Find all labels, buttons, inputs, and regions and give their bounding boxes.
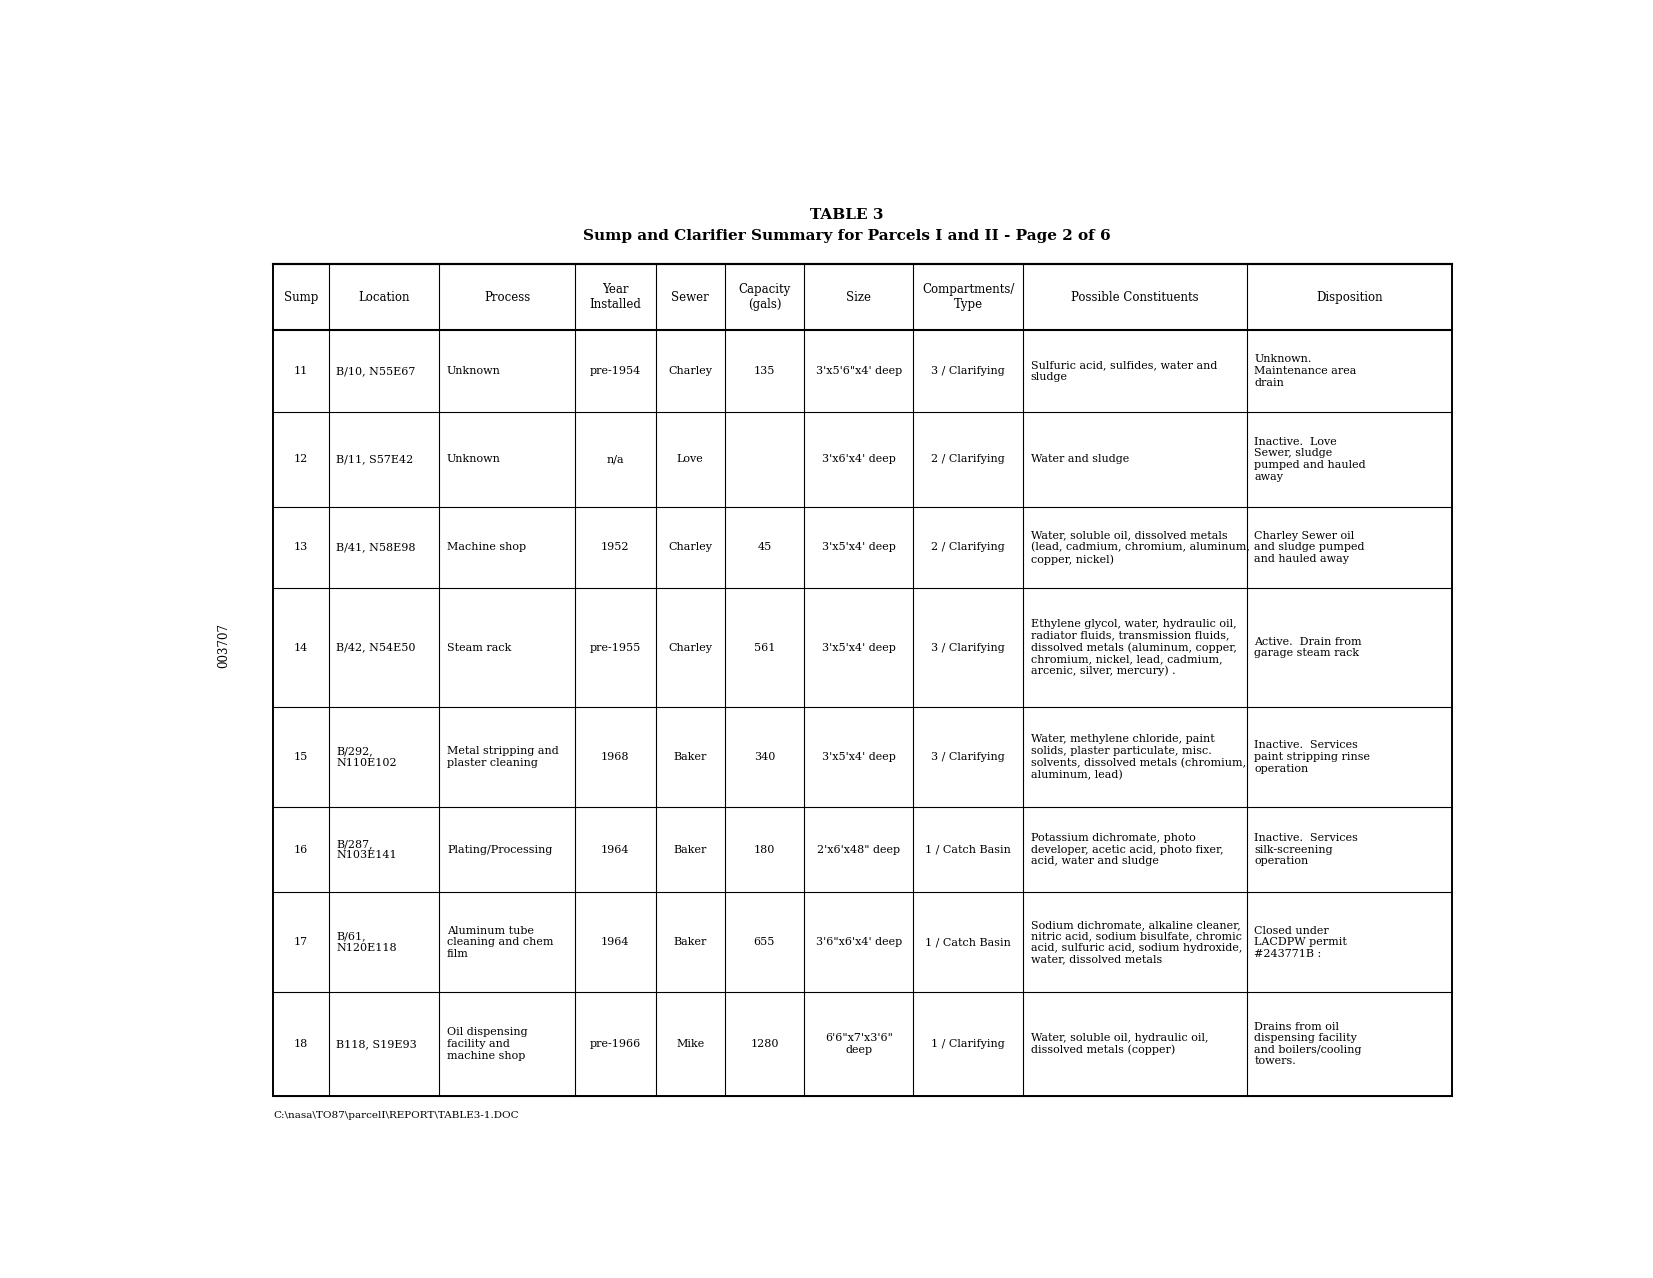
Text: 3'6"x6'x4' deep: 3'6"x6'x4' deep — [815, 937, 903, 947]
Text: B/292,
N110E102: B/292, N110E102 — [336, 746, 397, 768]
Text: Charley: Charley — [668, 643, 712, 653]
Text: Size: Size — [846, 290, 871, 304]
Text: Active.  Drain from
garage steam rack: Active. Drain from garage steam rack — [1255, 636, 1362, 658]
Text: 003707: 003707 — [217, 622, 230, 668]
Text: B/10, N55E67: B/10, N55E67 — [336, 366, 415, 376]
Text: Sulfuric acid, sulfides, water and
sludge: Sulfuric acid, sulfides, water and sludg… — [1030, 360, 1217, 382]
Text: Compartments/
Type: Compartments/ Type — [922, 282, 1015, 311]
Bar — [273, 263, 1451, 1097]
Text: Steam rack: Steam rack — [446, 643, 511, 653]
Text: Machine shop: Machine shop — [446, 542, 526, 552]
Text: 2 / Clarifying: 2 / Clarifying — [931, 454, 1005, 464]
Text: Sump: Sump — [284, 290, 317, 304]
Text: Sump and Clarifier Summary for Parcels I and II - Page 2 of 6: Sump and Clarifier Summary for Parcels I… — [584, 229, 1111, 243]
Text: 3'x5'x4' deep: 3'x5'x4' deep — [822, 542, 896, 552]
Text: 3 / Clarifying: 3 / Clarifying — [931, 751, 1005, 762]
Text: 3'x5'6"x4' deep: 3'x5'6"x4' deep — [815, 366, 903, 376]
Text: B118, S19E93: B118, S19E93 — [336, 1039, 417, 1049]
Text: 1 / Catch Basin: 1 / Catch Basin — [926, 937, 1012, 947]
Text: Possible Constituents: Possible Constituents — [1071, 290, 1198, 304]
Text: Water, soluble oil, dissolved metals
(lead, cadmium, chromium, aluminum,
copper,: Water, soluble oil, dissolved metals (le… — [1030, 530, 1250, 565]
Text: Closed under
LACDPW permit
#243771B :: Closed under LACDPW permit #243771B : — [1255, 925, 1347, 958]
Text: 14: 14 — [294, 643, 307, 653]
Text: 2'x6'x48" deep: 2'x6'x48" deep — [817, 845, 901, 855]
Text: pre-1955: pre-1955 — [590, 643, 641, 653]
Text: 45: 45 — [757, 542, 772, 552]
Text: pre-1954: pre-1954 — [590, 366, 641, 376]
Text: pre-1966: pre-1966 — [590, 1039, 641, 1049]
Text: 15: 15 — [294, 751, 307, 762]
Text: 3'x6'x4' deep: 3'x6'x4' deep — [822, 454, 896, 464]
Text: B/41, N58E98: B/41, N58E98 — [336, 542, 417, 552]
Text: 3 / Clarifying: 3 / Clarifying — [931, 643, 1005, 653]
Text: 13: 13 — [294, 542, 307, 552]
Text: 340: 340 — [754, 751, 775, 762]
Text: Location: Location — [359, 290, 410, 304]
Text: Charley: Charley — [668, 366, 712, 376]
Text: 135: 135 — [754, 366, 775, 376]
Text: Ethylene glycol, water, hydraulic oil,
radiator fluids, transmission fluids,
dis: Ethylene glycol, water, hydraulic oil, r… — [1030, 619, 1236, 676]
Text: Plating/Processing: Plating/Processing — [446, 845, 552, 855]
Text: Disposition: Disposition — [1316, 290, 1382, 304]
Text: 3'x5'x4' deep: 3'x5'x4' deep — [822, 643, 896, 653]
Text: Inactive.  Services
silk-screening
operation: Inactive. Services silk-screening operat… — [1255, 833, 1359, 866]
Text: Unknown: Unknown — [446, 454, 501, 464]
Text: 655: 655 — [754, 937, 775, 947]
Text: Oil dispensing
facility and
machine shop: Oil dispensing facility and machine shop — [446, 1028, 527, 1061]
Text: 16: 16 — [294, 845, 307, 855]
Text: Love: Love — [676, 454, 704, 464]
Text: 18: 18 — [294, 1039, 307, 1049]
Text: Process: Process — [484, 290, 531, 304]
Text: Sewer: Sewer — [671, 290, 709, 304]
Text: 180: 180 — [754, 845, 775, 855]
Text: Charley: Charley — [668, 542, 712, 552]
Text: B/61,
N120E118: B/61, N120E118 — [336, 932, 397, 953]
Text: Charley Sewer oil
and sludge pumped
and hauled away: Charley Sewer oil and sludge pumped and … — [1255, 530, 1365, 564]
Text: TABLE 3: TABLE 3 — [810, 208, 884, 222]
Text: Baker: Baker — [673, 937, 707, 947]
Text: Mike: Mike — [676, 1039, 704, 1049]
Text: B/42, N54E50: B/42, N54E50 — [336, 643, 417, 653]
Text: 17: 17 — [294, 937, 307, 947]
Text: Water, methylene chloride, paint
solids, plaster particulate, misc.
solvents, di: Water, methylene chloride, paint solids,… — [1030, 734, 1246, 780]
Text: 1968: 1968 — [602, 751, 630, 762]
Text: 11: 11 — [294, 366, 307, 376]
Text: Inactive.  Services
paint stripping rinse
operation: Inactive. Services paint stripping rinse… — [1255, 740, 1370, 773]
Text: Aluminum tube
cleaning and chem
film: Aluminum tube cleaning and chem film — [446, 925, 554, 958]
Text: 1964: 1964 — [602, 937, 630, 947]
Text: 6'6"x7'x3'6"
deep: 6'6"x7'x3'6" deep — [825, 1033, 893, 1054]
Text: C:\nasa\TO87\parcelI\REPORT\TABLE3-1.DOC: C:\nasa\TO87\parcelI\REPORT\TABLE3-1.DOC — [273, 1112, 519, 1121]
Text: Baker: Baker — [673, 845, 707, 855]
Text: 2 / Clarifying: 2 / Clarifying — [931, 542, 1005, 552]
Text: Water and sludge: Water and sludge — [1030, 454, 1129, 464]
Text: Baker: Baker — [673, 751, 707, 762]
Text: Metal stripping and
plaster cleaning: Metal stripping and plaster cleaning — [446, 746, 559, 768]
Text: 1952: 1952 — [602, 542, 630, 552]
Text: Drains from oil
dispensing facility
and boilers/cooling
towers.: Drains from oil dispensing facility and … — [1255, 1021, 1362, 1066]
Text: Unknown: Unknown — [446, 366, 501, 376]
Text: B/11, S57E42: B/11, S57E42 — [336, 454, 413, 464]
Text: 3'x5'x4' deep: 3'x5'x4' deep — [822, 751, 896, 762]
Text: Year
Installed: Year Installed — [590, 282, 641, 311]
Text: 561: 561 — [754, 643, 775, 653]
Text: Inactive.  Love
Sewer, sludge
pumped and hauled
away: Inactive. Love Sewer, sludge pumped and … — [1255, 437, 1365, 482]
Text: 1 / Clarifying: 1 / Clarifying — [931, 1039, 1005, 1049]
Text: 1964: 1964 — [602, 845, 630, 855]
Text: 1 / Catch Basin: 1 / Catch Basin — [926, 845, 1012, 855]
Text: Water, soluble oil, hydraulic oil,
dissolved metals (copper): Water, soluble oil, hydraulic oil, disso… — [1030, 1033, 1208, 1056]
Text: Capacity
(gals): Capacity (gals) — [739, 282, 790, 311]
Text: n/a: n/a — [607, 454, 625, 464]
Text: 1280: 1280 — [750, 1039, 779, 1049]
Text: 12: 12 — [294, 454, 307, 464]
Text: B/287,
N103E141: B/287, N103E141 — [336, 838, 397, 860]
Text: 3 / Clarifying: 3 / Clarifying — [931, 366, 1005, 376]
Text: Sodium dichromate, alkaline cleaner,
nitric acid, sodium bisulfate, chromic
acid: Sodium dichromate, alkaline cleaner, nit… — [1030, 920, 1241, 965]
Text: Unknown.
Maintenance area
drain: Unknown. Maintenance area drain — [1255, 354, 1357, 387]
Text: Potassium dichromate, photo
developer, acetic acid, photo fixer,
acid, water and: Potassium dichromate, photo developer, a… — [1030, 833, 1223, 866]
